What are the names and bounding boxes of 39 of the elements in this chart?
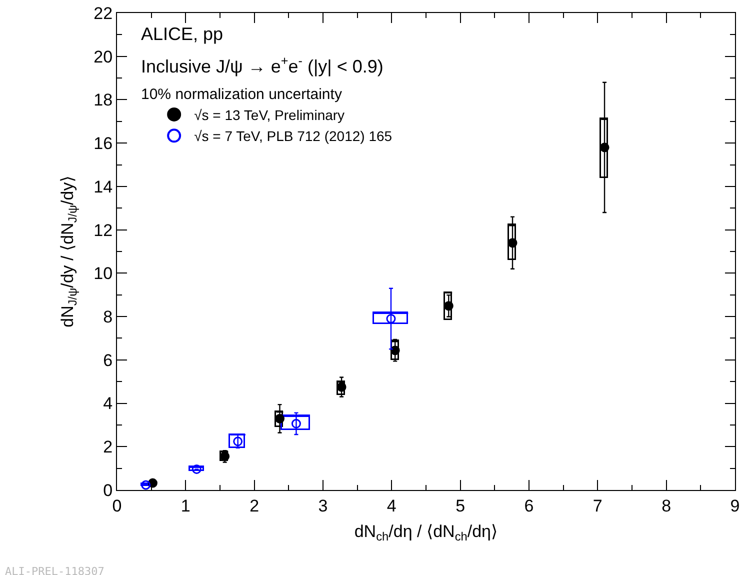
y-tick-label: 6	[103, 350, 113, 370]
x-tick-label: 6	[524, 496, 534, 516]
text: ALI-PREL-118307	[5, 565, 104, 575]
point	[390, 346, 400, 356]
y-tick-label: 16	[94, 134, 113, 154]
point	[192, 464, 202, 474]
x-tick-label: 5	[456, 496, 466, 516]
y-tick-label: 10	[94, 264, 113, 284]
y-tick-label: 14	[94, 177, 113, 196]
point	[508, 238, 518, 248]
x-tick-label: 4	[386, 496, 396, 516]
point	[141, 480, 151, 490]
bar	[444, 292, 452, 320]
point	[274, 414, 284, 424]
annotation: Inclusive J/ψ → e$^{+}$e$^{-}$ (|y| < 0.9)	[141, 54, 384, 77]
y-tick-label: 20	[94, 47, 113, 66]
y-tick-label: 12	[94, 220, 113, 240]
point	[600, 142, 610, 152]
y-tick-label: 18	[94, 90, 113, 110]
x-tick-label: 3	[318, 496, 328, 516]
y-tick-label: 4	[103, 394, 113, 414]
y-tick-label: 2	[103, 438, 113, 457]
legend-label: √s = 7 TeV, PLB 712 (2012) 165	[194, 128, 392, 144]
y-tick-label: 22	[94, 4, 113, 23]
bar	[336, 380, 345, 395]
x-tick-label: 2	[250, 496, 260, 516]
x-axis-title: dN$_{ch}$/dη / ⟨dN$_{ch}$/dη⟩	[354, 522, 498, 544]
x-tick-label: 1	[180, 496, 190, 516]
x-tick-label: 8	[662, 496, 672, 516]
point	[336, 382, 346, 392]
point	[444, 301, 454, 311]
bar	[188, 466, 204, 471]
x-tick-label: 7	[592, 496, 602, 516]
y-tick-label: 0	[103, 480, 113, 500]
x-tick-label: 9	[730, 496, 740, 516]
annotation: 10% normalization uncertainty	[141, 86, 342, 103]
annotation: ALICE, pp	[141, 24, 224, 44]
y-tick-label: 8	[103, 308, 113, 326]
legend-label: √s = 13 TeV, Preliminary	[194, 106, 345, 123]
